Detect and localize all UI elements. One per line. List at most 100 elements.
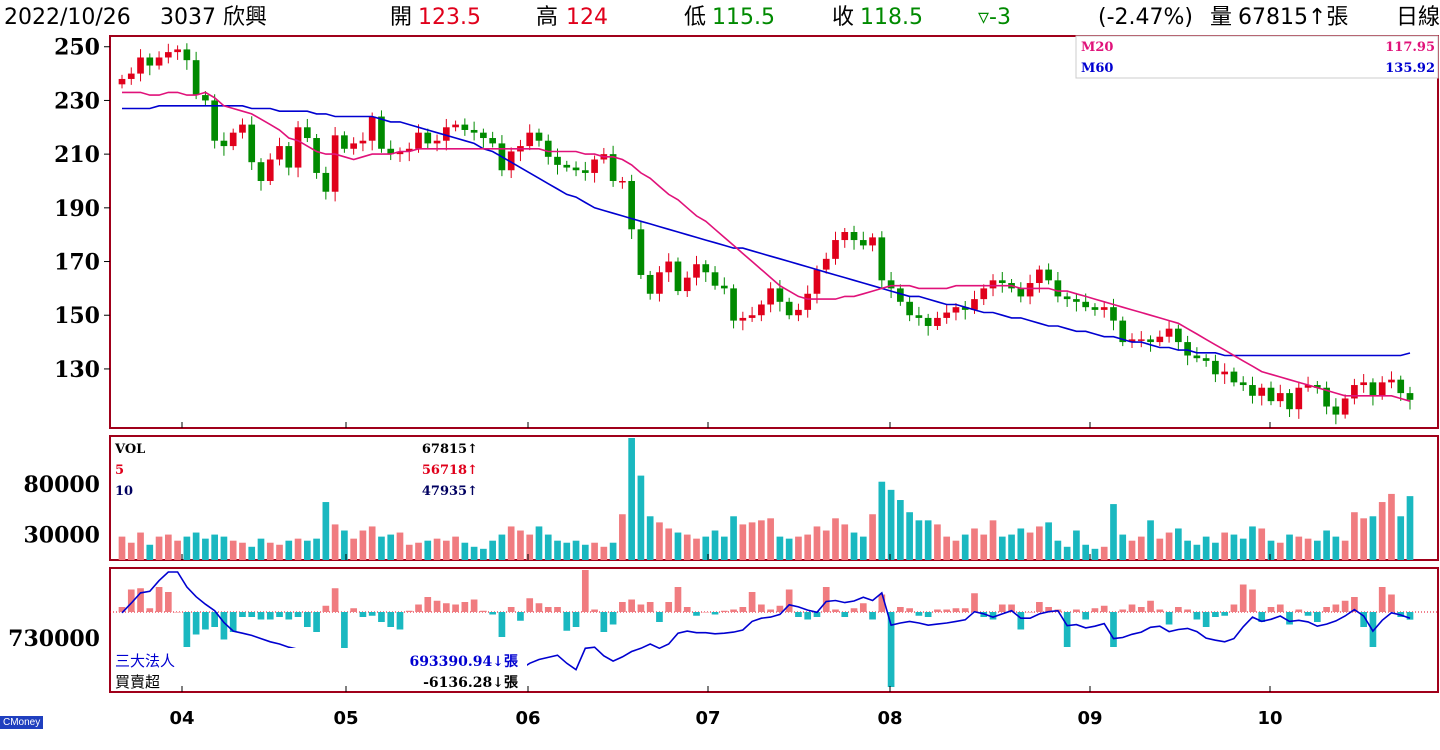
candle-body	[1082, 301, 1090, 308]
net-buy-bar	[1323, 607, 1330, 612]
volume-bar	[1054, 540, 1062, 560]
net-buy-bar	[1082, 612, 1090, 620]
volume-bar	[646, 516, 654, 560]
volume-bar	[998, 536, 1006, 560]
candle-body	[980, 288, 988, 300]
net-buy-bar	[359, 612, 367, 617]
candle-body	[795, 309, 802, 316]
volume-bar	[1193, 544, 1201, 560]
net-buy-bar	[1304, 612, 1312, 616]
change-percent: (-2.47%)	[1098, 5, 1193, 30]
net-buy-bar	[1378, 587, 1386, 612]
net-buy-bar	[897, 607, 904, 612]
net-buy-bar	[998, 604, 1006, 612]
candle-body	[609, 154, 617, 181]
candle-body	[452, 124, 459, 128]
candle-body	[350, 143, 357, 149]
volume-bar	[758, 520, 765, 560]
volume-bar	[822, 530, 830, 560]
open-value: 123.5	[418, 5, 481, 30]
candle-body	[396, 151, 404, 155]
candle-body	[1295, 387, 1303, 410]
candle-body	[832, 240, 839, 259]
volume-bar	[1378, 502, 1386, 560]
candle-body	[859, 240, 867, 246]
candle-body	[183, 49, 191, 61]
candle-body	[897, 288, 904, 302]
volume-bar	[1221, 532, 1229, 560]
candle-body	[1017, 288, 1025, 297]
volume-legend-value: 56718↑	[422, 463, 478, 478]
volume-bar	[248, 546, 256, 560]
candle-body	[415, 132, 422, 149]
net-buy-bar	[220, 612, 228, 640]
candle-body	[572, 167, 580, 171]
volume-bar	[313, 538, 320, 560]
net-buy-bar	[961, 608, 969, 612]
net-buy-bar	[544, 607, 552, 612]
net-buy-bar	[137, 588, 144, 612]
candle-body	[146, 57, 154, 66]
net-buy-bar	[1017, 612, 1025, 630]
candle-body	[1397, 379, 1405, 394]
volume-bar	[294, 538, 302, 560]
volume-bar	[1017, 528, 1025, 560]
candle-body	[294, 127, 302, 168]
volume-bar	[544, 534, 552, 560]
net-buy-bar	[730, 609, 737, 612]
net-buy-bar	[822, 587, 830, 612]
candle-body	[192, 60, 200, 96]
volume-bar	[517, 530, 524, 560]
volume-bar	[470, 546, 478, 560]
net-buy-bar	[1147, 600, 1154, 612]
net-buy-bar	[1239, 584, 1247, 612]
net-buy-bar	[1026, 612, 1034, 613]
candle-body	[220, 140, 228, 147]
volume-bar	[192, 532, 200, 560]
net-buy-bar	[1314, 612, 1321, 622]
volume-bar	[915, 520, 923, 560]
candle-body	[1100, 307, 1108, 310]
net-buy-bar	[276, 612, 283, 617]
volume-bar	[507, 526, 515, 560]
net-buy-bar	[767, 609, 774, 612]
volume-bar	[405, 544, 413, 560]
volume-bar	[693, 538, 700, 560]
net-buy-bar	[869, 612, 876, 620]
candle-body	[368, 116, 376, 141]
close-label: 收	[832, 5, 855, 30]
net-buy-bar	[832, 609, 839, 612]
net-buy-bar	[313, 612, 320, 632]
net-buy-bar	[303, 612, 311, 627]
volume-bar	[303, 540, 311, 560]
candle-body	[1351, 385, 1358, 399]
net-buy-bar	[127, 589, 135, 612]
volume-bar	[1026, 532, 1034, 560]
candle-body	[303, 127, 311, 139]
volume-bar	[795, 536, 802, 560]
candle-body	[804, 293, 812, 310]
candle-body	[341, 135, 348, 149]
net-buy-bar	[378, 612, 385, 622]
volume-bar	[720, 536, 728, 560]
net-buy-bar	[480, 610, 487, 612]
volume-bar	[609, 542, 617, 560]
volume-bar	[1147, 520, 1154, 560]
ma-legend-name: M20	[1081, 40, 1113, 55]
volume-bar	[424, 540, 432, 560]
net-buy-bar	[1073, 609, 1080, 612]
net-buy-bar	[146, 608, 154, 612]
net-buy-bar	[405, 610, 413, 612]
volume-bar	[832, 518, 839, 560]
volume-bar	[804, 534, 812, 560]
net-buy-bar	[572, 612, 580, 627]
volume-tick-label: 30000	[23, 523, 100, 549]
month-tick-label: 07	[695, 708, 720, 729]
candle-body	[155, 57, 163, 66]
net-buy-bar	[1360, 612, 1368, 627]
candle-body	[1202, 358, 1210, 361]
net-buy-bar	[433, 600, 441, 612]
net-buy-bar	[609, 612, 617, 625]
month-tick-label: 09	[1077, 708, 1102, 729]
